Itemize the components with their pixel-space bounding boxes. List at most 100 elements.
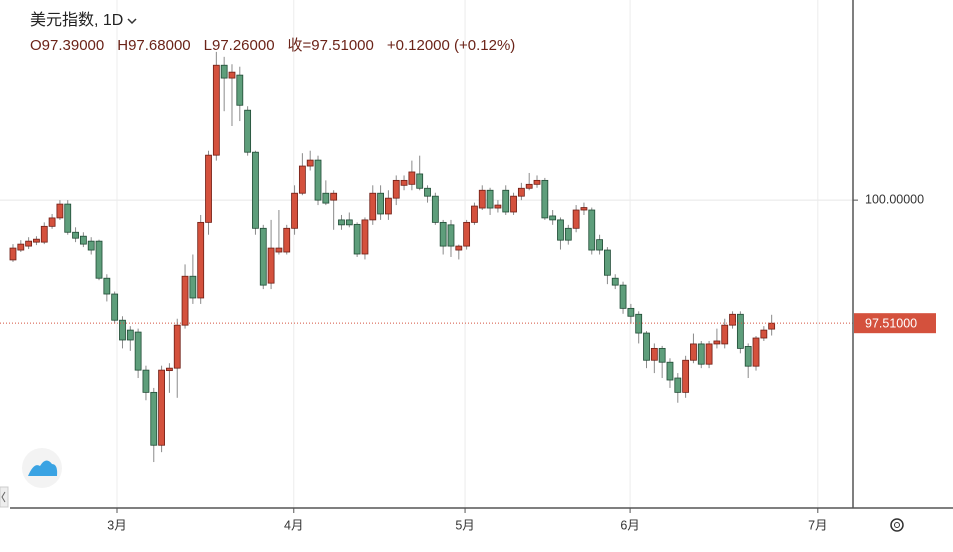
ohlc-value: 收=97.51000 [288, 37, 374, 54]
candle-body [173, 324, 181, 369]
candle-body [291, 192, 298, 229]
candle-body [283, 227, 291, 253]
candle-body [150, 391, 158, 446]
candle-body [517, 187, 525, 197]
candles [0, 51, 853, 463]
candle-body [705, 343, 713, 365]
scroll-arrow [1, 491, 6, 503]
gear [890, 518, 904, 532]
candle-body [392, 179, 400, 199]
candle-body [643, 332, 650, 361]
y-tick-label: 100.00000 [865, 192, 924, 206]
candle-body [142, 369, 150, 393]
candle-body [330, 192, 338, 201]
ohlc-value: H97.68000 [117, 37, 190, 54]
candle-body [760, 329, 768, 339]
candle-body [236, 74, 244, 106]
candle-body [768, 322, 776, 330]
candle-body [471, 205, 478, 223]
ohlc-value: +0.12000 (+0.12%) [387, 37, 515, 54]
candle-body [205, 154, 212, 223]
x-tick-label: 4月 [284, 518, 303, 532]
x-tick-label: 6月 [620, 518, 639, 532]
axis-labels: 100.00000 3月 4月 5月 6月 7月 97.51000 [107, 192, 936, 532]
candle-body [338, 219, 345, 226]
candle-body [447, 224, 455, 247]
candle-body [549, 215, 557, 221]
candle-body [126, 329, 134, 341]
candle-body [416, 173, 424, 189]
candle-body [604, 249, 611, 276]
candle-body [369, 192, 377, 221]
candle-body [385, 197, 392, 215]
candle-body [72, 231, 79, 239]
candle-body [212, 64, 220, 156]
candle-body [353, 223, 361, 255]
x-tick-label: 7月 [808, 518, 827, 532]
candle-body [314, 159, 322, 201]
candle-body [729, 313, 736, 326]
candle-body [64, 203, 72, 233]
candle-body [486, 189, 494, 209]
candle-body [674, 377, 682, 393]
candle-body [259, 227, 267, 286]
candle-body [17, 243, 25, 251]
candle-body [478, 189, 486, 209]
candle-body [619, 284, 627, 309]
settings-icon[interactable] [890, 518, 904, 532]
candle-body [361, 219, 369, 255]
candle-body [25, 240, 33, 247]
candle-body [197, 221, 205, 299]
candle-body [596, 239, 603, 251]
last-price-label: 97.51000 [865, 316, 917, 330]
last-price-box [854, 313, 936, 334]
candle-body [713, 340, 721, 345]
logo[interactable] [22, 448, 62, 488]
candle-body [166, 367, 173, 372]
candle-body [690, 343, 697, 361]
ohlc-header: O97.39000 H97.68000 L97.26000 收=97.51000 +0.… [30, 37, 515, 54]
candle-body [494, 204, 502, 209]
candle-body [455, 245, 463, 251]
candle-body [267, 247, 275, 284]
candle-body [408, 171, 416, 185]
candle-body [658, 347, 666, 363]
scroll-button[interactable] [0, 486, 9, 508]
candle-body [298, 165, 306, 194]
ohlc-value: L97.26000 [204, 37, 275, 54]
candle-body [158, 369, 165, 446]
candle-body [134, 331, 142, 371]
candle-body [306, 159, 314, 167]
candle-body [650, 347, 658, 361]
candle-body [87, 240, 95, 251]
x-tick-label: 3月 [107, 518, 126, 532]
candle-body [244, 109, 252, 153]
candle-body [510, 195, 517, 213]
candle-body [744, 346, 752, 367]
gear-center [894, 522, 900, 528]
candle-body [564, 227, 572, 241]
candle-body [682, 359, 690, 393]
candle-body [502, 189, 510, 213]
candle-body [752, 337, 760, 367]
candle-body [572, 209, 580, 229]
candle-body [666, 361, 674, 381]
candle-body [220, 64, 228, 79]
candle-body [541, 179, 549, 219]
candle-body [721, 324, 729, 345]
candle-body [463, 221, 471, 247]
candle-body [627, 307, 635, 317]
candle-body [345, 219, 353, 226]
candle-body [9, 247, 17, 261]
candle-body [377, 192, 384, 215]
dropdown-icon[interactable] [127, 18, 137, 25]
candle-body [111, 293, 119, 321]
candle-body [424, 187, 431, 197]
candle-body [588, 209, 596, 251]
candle-body [79, 235, 87, 245]
candle-body [439, 221, 447, 247]
candle-body [95, 240, 103, 279]
candle-body [697, 343, 705, 365]
